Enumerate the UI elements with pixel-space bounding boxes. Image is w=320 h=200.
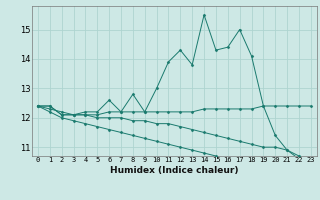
X-axis label: Humidex (Indice chaleur): Humidex (Indice chaleur) xyxy=(110,166,239,175)
